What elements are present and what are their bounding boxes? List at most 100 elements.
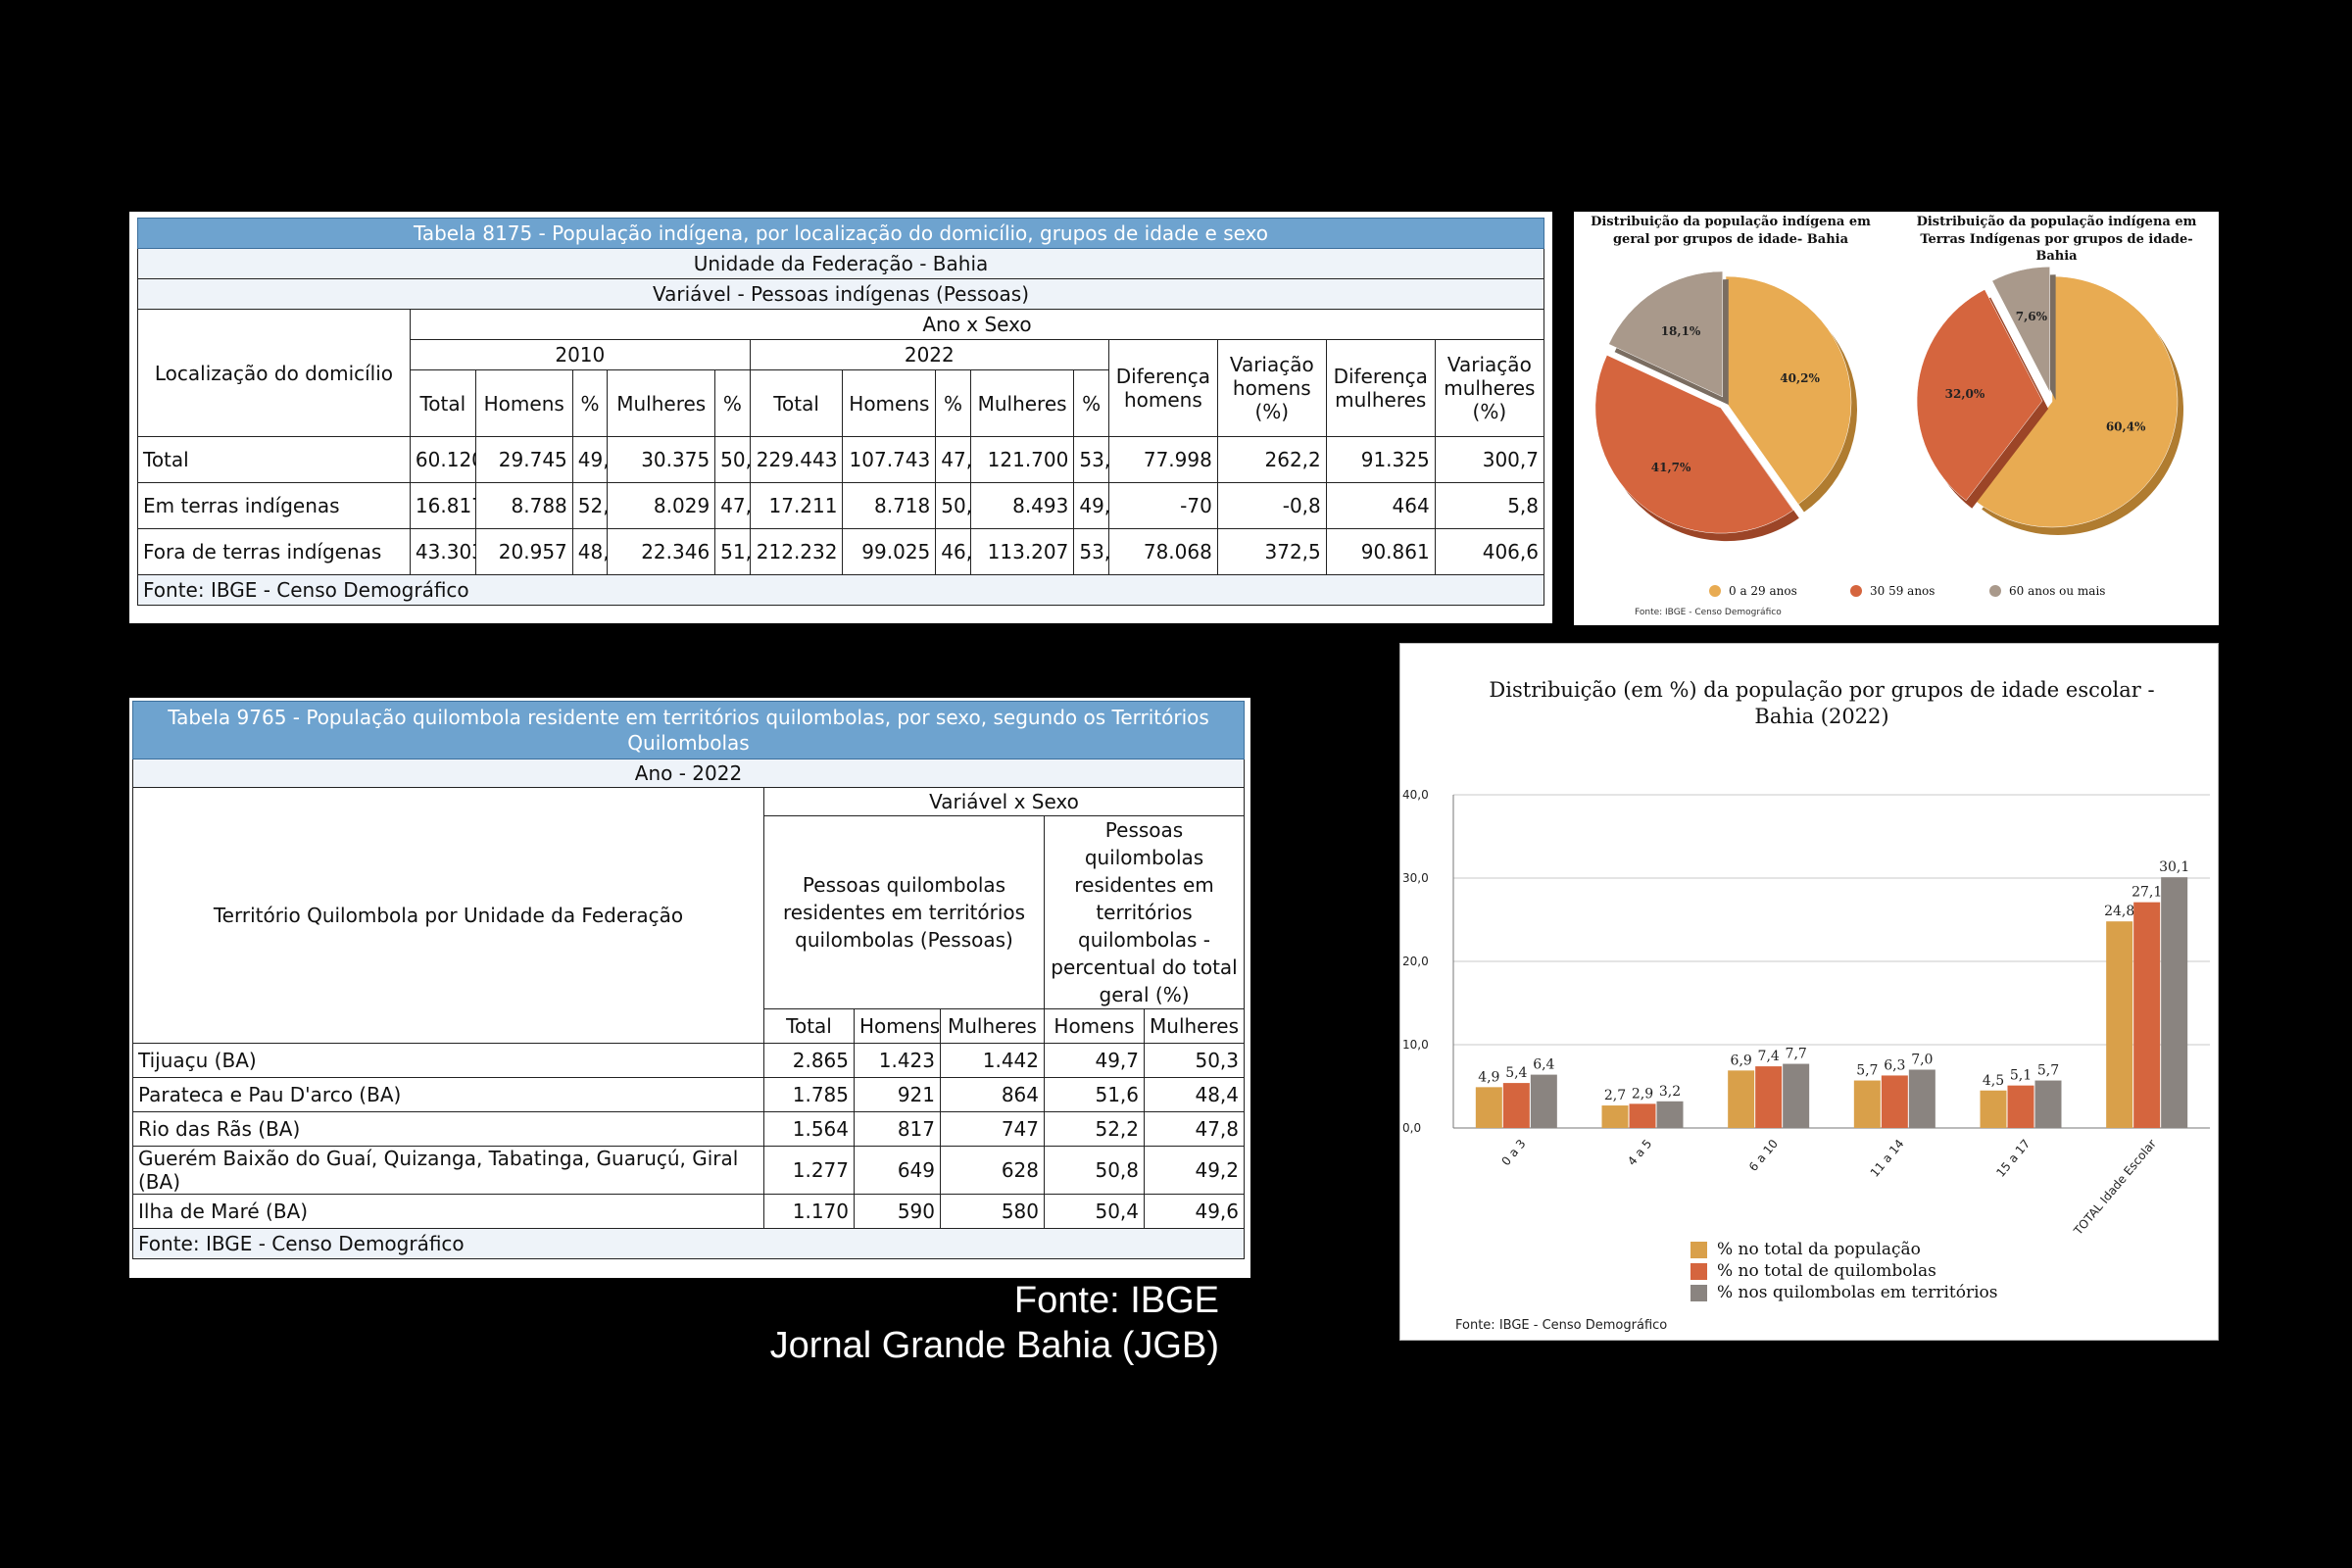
bar: [1908, 1069, 1936, 1128]
table1-cell: 113.207: [969, 528, 1075, 575]
table1-row-label: Fora de terras indígenas: [137, 528, 411, 575]
table1-cell: 43.303: [409, 528, 476, 575]
table1-cell: 300,7: [1434, 436, 1545, 483]
table1-year-2010: 2010: [409, 339, 751, 370]
bar-value-label: 7,0: [1911, 1053, 1933, 1068]
table1-cell: 22.346: [607, 528, 716, 575]
table2-cell: 2.865: [763, 1043, 855, 1078]
pie-panel: Distribuição da população indígena em ge…: [1574, 212, 2219, 625]
table1-cell: 60.120: [409, 436, 476, 483]
bar-value-label: 3,2: [1659, 1084, 1681, 1100]
table1-col-header: Homens: [842, 369, 937, 437]
table2-cell: 50,8: [1044, 1146, 1145, 1195]
table2-row-label: Ilha de Maré (BA): [132, 1194, 764, 1229]
table1-subtitle-uf: Unidade da Federação - Bahia: [137, 248, 1544, 279]
table1-col-var-men: Variação homens (%): [1216, 339, 1327, 437]
bar-value-label: 6,4: [1533, 1057, 1554, 1073]
table2-title: Tabela 9765 - População quilombola resid…: [131, 701, 1246, 760]
table1-col-header: %: [714, 369, 751, 437]
table2-cell: 1.423: [854, 1043, 941, 1078]
bar-value-label: 30,1: [2159, 859, 2189, 875]
table1-cell: 29.745: [474, 436, 573, 483]
pie-source: Fonte: IBGE - Censo Demográfico: [1635, 608, 1782, 617]
table1-cell: 262,2: [1216, 436, 1327, 483]
table1-cell: 47,7: [714, 482, 751, 529]
y-tick-label: 20,0: [1402, 955, 1429, 968]
bar: [1783, 1063, 1810, 1128]
table1-cell: 99.025: [842, 528, 937, 575]
table1-col-header: Total: [749, 369, 844, 437]
y-tick-label: 0,0: [1402, 1121, 1421, 1135]
table1-col-header: %: [571, 369, 609, 437]
bar-value-label: 5,4: [1505, 1065, 1527, 1081]
pie-slice-label: 41,7%: [1651, 461, 1691, 474]
table1-cell: 77.998: [1107, 436, 1218, 483]
bar: [1530, 1074, 1557, 1128]
table1-cell: 50,7: [935, 482, 971, 529]
bar-value-label: 6,9: [1731, 1053, 1752, 1068]
bar-value-label: 6,3: [1884, 1057, 1905, 1073]
table1-cell: 78.068: [1107, 528, 1218, 575]
table1-title: Tabela 8175 - População indígena, por lo…: [137, 218, 1544, 249]
table2-row-header: Território Quilombola por Unidade da Fed…: [132, 787, 764, 1044]
table1-cell: 16.817: [409, 482, 476, 529]
table1-col-diff-women: Diferença mulheres: [1325, 339, 1436, 437]
table2-cell: 48,4: [1143, 1077, 1246, 1112]
pie-slice-label: 18,1%: [1661, 324, 1701, 338]
table1-cell: 50,5: [714, 436, 751, 483]
table2-cell: 51,6: [1044, 1077, 1145, 1112]
table2-row-label: Guerém Baixão do Guaí, Quizanga, Tabatin…: [132, 1146, 764, 1195]
table1-year-2022: 2022: [749, 339, 1109, 370]
bar-value-label: 4,5: [1983, 1073, 2004, 1089]
table1-cell: 48,4: [571, 528, 609, 575]
bar: [1728, 1070, 1755, 1128]
legend-swatch-old: [1989, 585, 2001, 597]
pie-slice-label: 40,2%: [1780, 371, 1820, 385]
table1-cell: 51,6: [714, 528, 751, 575]
table2-col-header: Mulheres: [1143, 1008, 1246, 1044]
table1-cell: 53,3: [1073, 528, 1109, 575]
table1-cell: 90.861: [1325, 528, 1436, 575]
table1: Tabela 8175 - População indígena, por lo…: [137, 218, 1545, 606]
table1-cell: 91.325: [1325, 436, 1436, 483]
bar: [1755, 1066, 1783, 1128]
y-tick-label: 40,0: [1402, 788, 1429, 802]
table2-row: Parateca e Pau D'arco (BA) 1.785 921 864…: [132, 1077, 1246, 1112]
table1-panel: Tabela 8175 - População indígena, por lo…: [129, 212, 1552, 623]
bar-legend-quil: % no total de quilombolas: [1690, 1261, 1936, 1281]
pie-slice-label: 60,4%: [2106, 419, 2146, 433]
table2-cell: 50,3: [1143, 1043, 1246, 1078]
table2-cell: 49,6: [1143, 1194, 1246, 1229]
table1-cell: 121.700: [969, 436, 1075, 483]
x-tick-label: 4 a 5: [1625, 1137, 1654, 1168]
bar-value-label: 7,4: [1758, 1049, 1780, 1064]
table2-row: Guerém Baixão do Guaí, Quizanga, Tabatin…: [132, 1146, 1246, 1195]
table1-col-header: Total: [409, 369, 476, 437]
table1-cell: 212.232: [749, 528, 844, 575]
footer-source-line2: Jornal Grande Bahia (JGB): [769, 1325, 1219, 1366]
table1-row-header: Localização do domicílio: [137, 309, 411, 437]
table1-source: Fonte: IBGE - Censo Demográfico: [137, 574, 1544, 606]
bar-value-label: 2,9: [1632, 1086, 1653, 1102]
pie-legend-label: 0 a 29 anos: [1729, 584, 1797, 598]
pie-charts: 40,2% 41,7% 18,1% 60,4% 32,0% 7,6%: [1594, 267, 2183, 542]
table2-row: Tijuaçu (BA) 2.865 1.423 1.442 49,7 50,3: [132, 1043, 1246, 1078]
table2-row-label: Rio das Rãs (BA): [132, 1111, 764, 1147]
bar: [2034, 1080, 2062, 1128]
bar: [2106, 921, 2133, 1128]
table1-cell: -70: [1107, 482, 1218, 529]
bar-legend-label: % no total da população: [1717, 1240, 1921, 1259]
bar: [1601, 1105, 1629, 1128]
table1-col-header: Mulheres: [607, 369, 716, 437]
table2-cell: 628: [940, 1146, 1045, 1195]
bar-legend-pop: % no total da população: [1690, 1240, 1921, 1259]
bar-value-label: 5,1: [2010, 1068, 2032, 1084]
legend-swatch-young: [1709, 585, 1721, 597]
table1-cell: 8.029: [607, 482, 716, 529]
table2-group-header: Variável x Sexo: [762, 787, 1246, 816]
table1-cell: 46,7: [935, 528, 971, 575]
pie-legend-old: 60 anos ou mais: [1989, 584, 2105, 598]
table1-cell: 53,0: [1073, 436, 1109, 483]
table1-row-label: Total: [137, 436, 411, 483]
legend-swatch: [1690, 1284, 1707, 1301]
